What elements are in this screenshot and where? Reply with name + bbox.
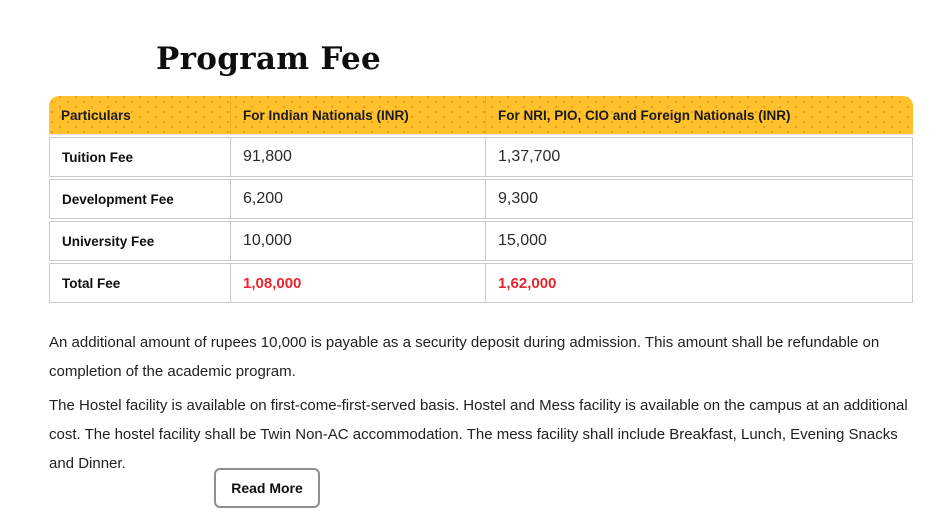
table-row: Total Fee 1,08,000 1,62,000: [49, 263, 913, 303]
row-value-indian: 6,200: [230, 180, 485, 218]
table-row: Development Fee 6,200 9,300: [49, 179, 913, 219]
hostel-facility-note: The Hostel facility is available on firs…: [49, 397, 908, 472]
row-value-foreign: 15,000: [485, 222, 912, 260]
row-value-foreign: 1,62,000: [485, 264, 912, 302]
fee-table-body: Tuition Fee 91,800 1,37,700 Development …: [49, 137, 913, 303]
row-label: Total Fee: [62, 275, 121, 291]
row-value-indian: 10,000: [230, 222, 485, 260]
row-value-indian: 1,08,000: [230, 264, 485, 302]
header-foreign-nationals: For NRI, PIO, CIO and Foreign Nationals …: [485, 96, 913, 134]
row-label: Tuition Fee: [62, 149, 133, 165]
fee-table: Particulars For Indian Nationals (INR) F…: [49, 96, 913, 305]
row-value-foreign: 1,37,700: [485, 138, 912, 176]
table-row: Tuition Fee 91,800 1,37,700: [49, 137, 913, 177]
table-row: University Fee 10,000 15,000: [49, 221, 913, 261]
header-particulars: Particulars: [61, 107, 131, 123]
read-more-button[interactable]: Read More: [214, 468, 320, 508]
page-title: Program Fee: [156, 40, 382, 77]
header-indian-nationals: For Indian Nationals (INR): [230, 96, 485, 134]
fee-table-header-row: Particulars For Indian Nationals (INR) F…: [49, 96, 913, 134]
row-value-indian: 91,800: [230, 138, 485, 176]
row-label: University Fee: [62, 233, 155, 249]
security-deposit-note: An additional amount of rupees 10,000 is…: [49, 334, 880, 380]
row-label: Development Fee: [62, 191, 174, 207]
row-value-foreign: 9,300: [485, 180, 912, 218]
